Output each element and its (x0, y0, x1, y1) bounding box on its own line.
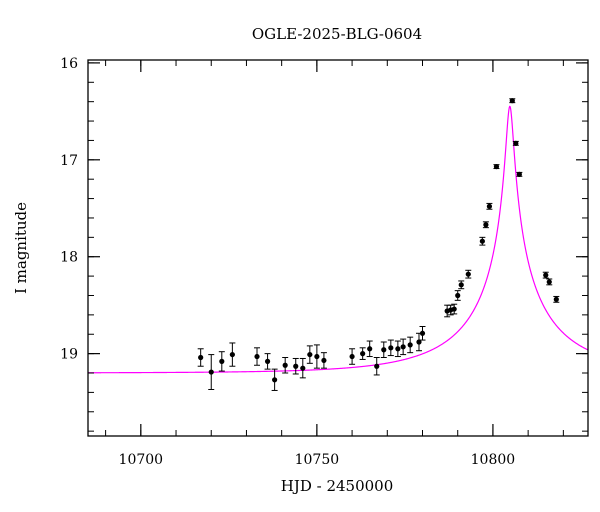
data-point-28 (458, 282, 464, 288)
data-point-17 (381, 347, 387, 353)
data-point-26 (451, 306, 457, 312)
data-point-21 (407, 342, 413, 348)
y-tick-label-3: 19 (60, 347, 78, 363)
x-axis-label: HJD - 2450000 (281, 477, 394, 495)
data-point-10 (307, 351, 313, 358)
data-point-32 (486, 203, 493, 209)
data-point-39 (553, 296, 559, 302)
model-curve (88, 105, 588, 374)
data-point-2 (219, 358, 225, 364)
data-point-20 (400, 344, 406, 350)
data-point-30 (479, 238, 485, 244)
data-point-37 (543, 272, 549, 278)
data-point-34 (509, 98, 515, 104)
y-tick-label-2: 18 (60, 250, 78, 266)
data-point-38 (546, 279, 552, 285)
data-point-31 (483, 222, 489, 228)
data-point-29 (465, 271, 471, 277)
data-point-0 (198, 354, 204, 361)
data-point-27 (455, 292, 461, 299)
data-point-36 (516, 171, 522, 177)
x-tick-label-1: 10750 (295, 452, 340, 468)
data-point-8 (293, 363, 299, 369)
x-tick-label-2: 10800 (471, 452, 516, 468)
data-point-11 (314, 353, 320, 360)
data-point-18 (388, 345, 394, 351)
data-point-35 (513, 140, 519, 146)
data-point-33 (493, 163, 500, 170)
data-point-14 (360, 351, 366, 357)
data-point-16 (374, 363, 380, 369)
data-point-22 (416, 339, 422, 345)
y-axis-label: I magnitude (12, 202, 30, 294)
plot-area: 10700 10750 10800 16 17 18 19 (60, 56, 589, 468)
data-point-5 (264, 358, 271, 364)
data-point-1 (208, 369, 214, 375)
plot-frame (87, 59, 589, 437)
y-tick-label-0: 16 (60, 56, 78, 72)
data-point-23 (419, 330, 426, 336)
chart-title: OGLE-2025-BLG-0604 (252, 25, 422, 43)
y-tick-label-1: 17 (60, 153, 78, 169)
data-point-3 (229, 351, 235, 358)
data-point-6 (272, 377, 278, 383)
data-point-15 (367, 346, 373, 352)
data-point-7 (282, 362, 288, 368)
data-point-19 (395, 346, 401, 352)
data-point-9 (300, 365, 306, 371)
data-point-4 (254, 353, 260, 360)
x-tick-label-0: 10700 (119, 452, 164, 468)
data-point-12 (321, 357, 327, 364)
data-point-13 (349, 353, 355, 360)
